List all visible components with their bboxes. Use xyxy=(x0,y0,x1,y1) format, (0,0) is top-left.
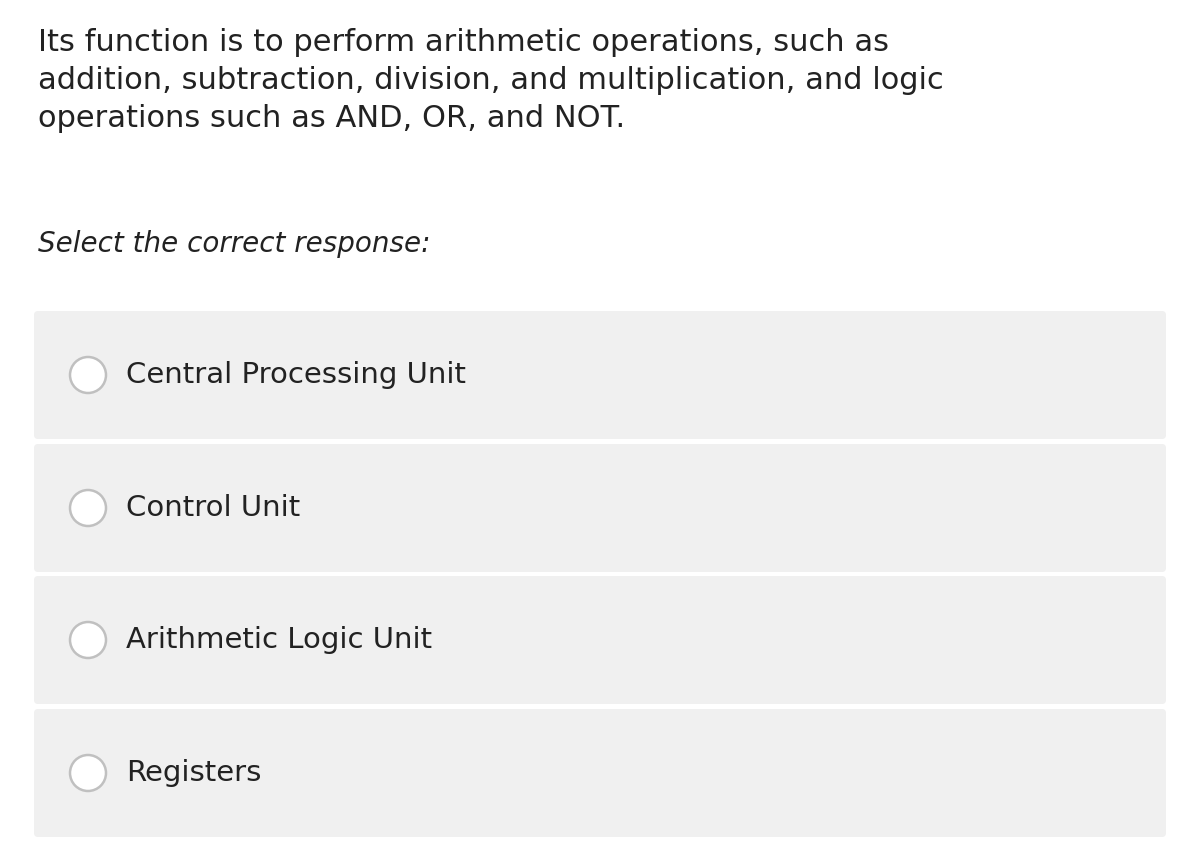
Text: Select the correct response:: Select the correct response: xyxy=(38,230,431,258)
Text: addition, subtraction, division, and multiplication, and logic: addition, subtraction, division, and mul… xyxy=(38,66,943,95)
Circle shape xyxy=(70,490,106,526)
FancyBboxPatch shape xyxy=(34,576,1166,704)
FancyBboxPatch shape xyxy=(34,444,1166,572)
Circle shape xyxy=(70,357,106,393)
Text: Control Unit: Control Unit xyxy=(126,494,300,522)
Text: Central Processing Unit: Central Processing Unit xyxy=(126,361,466,389)
Circle shape xyxy=(70,755,106,791)
Text: Its function is to perform arithmetic operations, such as: Its function is to perform arithmetic op… xyxy=(38,28,889,57)
Text: operations such as AND, OR, and NOT.: operations such as AND, OR, and NOT. xyxy=(38,104,625,133)
FancyBboxPatch shape xyxy=(34,709,1166,837)
FancyBboxPatch shape xyxy=(34,311,1166,439)
Text: Arithmetic Logic Unit: Arithmetic Logic Unit xyxy=(126,626,432,654)
Circle shape xyxy=(70,622,106,658)
Text: Registers: Registers xyxy=(126,759,262,787)
